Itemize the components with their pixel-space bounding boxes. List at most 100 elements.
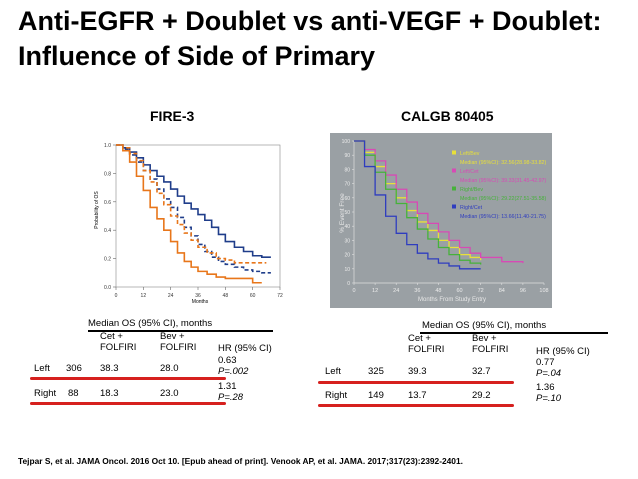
fire3-right-red-underline <box>30 402 226 405</box>
calgb-axes: 0 10 20 30 40 50 60 70 80 90 100 0 12 24 36 48 60 72 84 96 1… <box>342 139 549 294</box>
calgb-row-left-bev: 32.7 <box>472 366 491 377</box>
fire3-km-chart: 0.0 0.2 0.4 0.6 0.8 1.0 0 12 24 36 48 60 72 Probabil… <box>94 143 283 305</box>
calgb-x-tick-label: 36 <box>414 288 420 294</box>
fire3-header-rule <box>88 330 273 332</box>
calgb-y-tick-label: 20 <box>344 253 350 259</box>
calgb-legend-entry: Right/Cet <box>460 205 483 211</box>
calgb-x-tick-label: 84 <box>499 288 505 294</box>
fire3-y-tick-label: 0.2 <box>104 257 111 263</box>
calgb-x-tick-label: 60 <box>456 288 462 294</box>
calgb-row-right-cet: 13.7 <box>408 390 427 401</box>
calgb-row-left-n: 325 <box>368 366 384 377</box>
calgb-y-tick-label: 10 <box>344 267 350 273</box>
calgb-legend-entry: Median (95%CI): 39.33(31.45-42.97) <box>460 178 547 184</box>
fire3-x-tick-label: 24 <box>168 293 174 299</box>
fire3-row-left-cet: 38.3 <box>100 363 119 374</box>
calgb-legend-entry: Left/Cet <box>460 169 479 175</box>
fire3-x-tick-label: 36 <box>195 293 201 299</box>
fire3-series-line-0 <box>116 144 271 258</box>
calgb-col-cet: Cet + FOLFIRI <box>408 333 445 355</box>
slide-title: Anti-EGFR + Doublet vs anti-VEGF + Doubl… <box>18 6 602 71</box>
fire3-median-header: Median OS (95% CI), months <box>88 318 213 329</box>
fire3-row-left-n: 306 <box>66 363 82 374</box>
calgb-series-line-1 <box>354 140 524 264</box>
calgb-right-red-underline <box>318 404 514 407</box>
calgb-legend-entry: Right/Bev <box>460 187 483 193</box>
calgb-label: CALGB 80405 <box>401 108 494 124</box>
calgb-row-left-hr: 0.77 P=.04 <box>536 357 562 379</box>
calgb-y-tick-label: 100 <box>342 139 351 145</box>
calgb-legend-entry: Median (95%CI): 13.66(11.40-21.75) <box>460 214 546 220</box>
calgb-row-right-hr: 1.36 P=.10 <box>536 382 562 404</box>
calgb-y-tick-label: 60 <box>344 196 350 202</box>
fire3-series-line-2 <box>116 144 262 284</box>
calgb-x-axis-label: Months From Study Entry <box>418 297 486 303</box>
calgb-row-left-cet: 39.3 <box>408 366 427 377</box>
calgb-row-right-n: 149 <box>368 390 384 401</box>
calgb-y-tick-label: 30 <box>344 238 350 244</box>
fire3-x-tick-label: 60 <box>250 293 256 299</box>
calgb-y-tick-label: 70 <box>344 182 350 188</box>
calgb-x-tick-label: 96 <box>520 288 526 294</box>
fire3-y-tick-label: 0.8 <box>104 171 111 177</box>
calgb-header-rule <box>420 332 608 334</box>
citation: Tejpar S, et al. JAMA Oncol. 2016 Oct 10… <box>18 456 463 466</box>
fire3-y-tick-label: 0.4 <box>104 228 111 234</box>
calgb-y-tick-label: 90 <box>344 153 350 159</box>
fire3-x-axis-label: Months <box>192 299 209 305</box>
calgb-median-header: Median OS (95% CI), months <box>422 320 547 331</box>
calgb-legend-entry: Median (95%CI): 32.56(28.98-33.82) <box>460 160 547 166</box>
calgb-legend: Left/Bev Median (95%CI): 32.56(28.98-33.8… <box>452 150 547 220</box>
calgb-row-right-label: Right <box>325 390 348 401</box>
calgb-legend-swatch <box>452 150 456 155</box>
fire3-y-axis-label: Probability of OS <box>94 191 100 229</box>
calgb-legend-swatch <box>452 186 456 191</box>
fire3-row-right-bev: 23.0 <box>160 388 179 399</box>
fire3-x-tick-label: 72 <box>277 293 283 299</box>
fire3-row-right-label: Right <box>34 388 57 399</box>
fire3-plot-frame <box>115 144 281 288</box>
fire3-col-hr: HR (95% CI) <box>218 343 272 354</box>
calgb-col-hr: HR (95% CI) <box>536 346 590 357</box>
calgb-row-right-bev: 29.2 <box>472 390 491 401</box>
calgb-x-tick-label: 24 <box>393 288 399 294</box>
fire3-series-lines <box>116 144 271 284</box>
calgb-background <box>330 133 552 308</box>
calgb-series-line-3 <box>354 140 481 270</box>
fire3-x-tick-label: 48 <box>223 293 229 299</box>
fire3-row-right-hr: 1.31 P=.28 <box>218 381 244 403</box>
fire3-row-right-n: 88 <box>68 388 79 399</box>
calgb-x-tick-label: 48 <box>435 288 441 294</box>
calgb-col-bev: Bev + FOLFIRI <box>472 333 509 355</box>
fire3-series-line-3 <box>116 144 267 264</box>
calgb-legend-swatch <box>452 168 456 173</box>
fire3-row-left-bev: 28.0 <box>160 363 179 374</box>
fire3-x-tick-label: 0 <box>115 293 118 299</box>
calgb-x-tick-label: 12 <box>372 288 378 294</box>
calgb-y-tick-label: 40 <box>344 224 350 230</box>
calgb-legend-entry: Median (95%CI): 29.22(27.51-35.58) <box>460 196 547 202</box>
fire3-col-cet: Cet + FOLFIRI <box>100 331 137 353</box>
fire3-row-right-cet: 18.3 <box>100 388 119 399</box>
calgb-series-lines <box>354 140 524 270</box>
calgb-x-tick-label: 72 <box>478 288 484 294</box>
calgb-y-axis-label: % Event Free <box>339 193 346 233</box>
fire3-y-tick-label: 0.0 <box>104 285 111 291</box>
calgb-y-tick-label: 80 <box>344 167 350 173</box>
fire3-axes: 0.0 0.2 0.4 0.6 0.8 1.0 0 12 24 36 48 60 72 <box>104 143 283 299</box>
calgb-x-tick-label: 108 <box>539 288 548 294</box>
fire3-series-line-1 <box>116 144 271 274</box>
fire3-label: FIRE-3 <box>150 108 195 124</box>
calgb-legend-swatch <box>452 204 456 209</box>
calgb-x-tick-label: 0 <box>352 288 355 294</box>
fire3-y-tick-label: 1.0 <box>104 143 111 149</box>
calgb-legend-entry: Left/Bev <box>460 151 480 157</box>
fire3-row-left-label: Left <box>34 363 50 374</box>
fire3-x-tick-label: 12 <box>141 293 147 299</box>
fire3-left-red-underline <box>30 377 226 380</box>
fire3-col-bev: Bev + FOLFIRI <box>160 331 197 353</box>
calgb-y-tick-label: 0 <box>347 281 350 287</box>
calgb-left-red-underline <box>318 381 514 384</box>
calgb-y-tick-label: 50 <box>344 210 350 216</box>
calgb-row-left-label: Left <box>325 366 341 377</box>
